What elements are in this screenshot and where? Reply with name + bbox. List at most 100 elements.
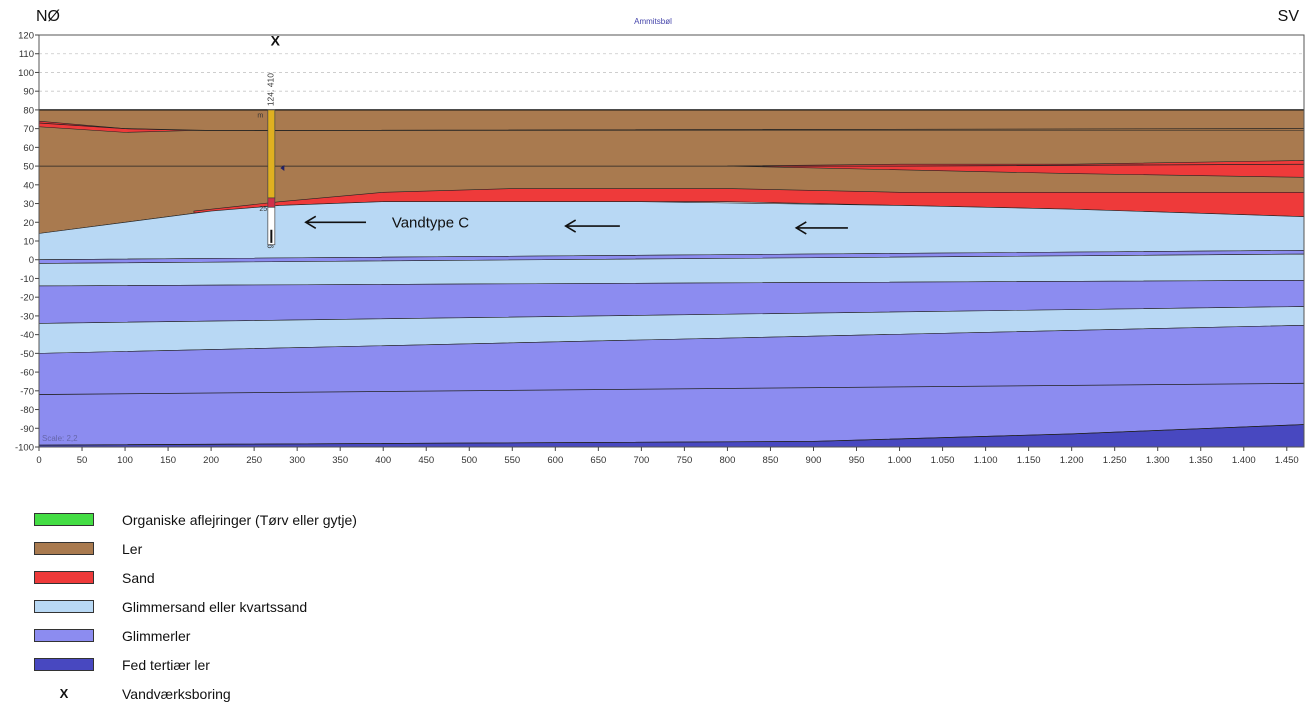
flow-arrow-icon xyxy=(564,219,620,233)
x-tick-label: 700 xyxy=(633,455,649,466)
x-tick-label: 650 xyxy=(590,455,606,466)
x-tick-label: 900 xyxy=(806,455,822,466)
flow-arrow-head xyxy=(304,215,317,229)
x-tick-label: 1.150 xyxy=(1017,455,1041,466)
legend-swatch xyxy=(34,629,94,642)
y-tick-label: 60 xyxy=(23,143,34,154)
legend-item: X Vandværksboring xyxy=(34,679,357,708)
y-tick-label: 90 xyxy=(23,87,34,98)
legend-item: Organiske aflejringer (Tørv eller gytje) xyxy=(34,505,357,534)
x-tick-label: 1.350 xyxy=(1189,455,1213,466)
x-tick-label: 1.200 xyxy=(1060,455,1084,466)
borehole-mid-label: 25 xyxy=(259,206,267,213)
section-title: Ammitsbøl xyxy=(634,17,672,26)
y-tick-label: -100 xyxy=(15,443,34,454)
x-tick-label: 500 xyxy=(461,455,477,466)
legend-item: Fed tertiær ler xyxy=(34,650,357,679)
x-tick-label: 100 xyxy=(117,455,133,466)
legend-item: Glimmerler xyxy=(34,621,357,650)
flow-arrow-head xyxy=(564,219,577,233)
y-tick-label: 100 xyxy=(18,68,34,79)
legend-swatch xyxy=(34,658,94,671)
y-tick-label: 50 xyxy=(23,162,34,173)
x-tick-label: 400 xyxy=(375,455,391,466)
water-level-triangle-icon xyxy=(280,164,285,171)
legend-label: Organiske aflejringer (Tørv eller gytje) xyxy=(122,511,357,528)
layer-contour-line xyxy=(38,382,1305,395)
legend-label: Fed tertiær ler xyxy=(122,656,210,673)
x-tick-label: 150 xyxy=(160,455,176,466)
borehole-interval xyxy=(267,109,276,199)
y-tick-label: -50 xyxy=(20,349,34,360)
x-tick-label: 1.300 xyxy=(1146,455,1170,466)
y-tick-label: 30 xyxy=(23,199,34,210)
flow-arrow-head xyxy=(794,221,807,235)
legend-swatch xyxy=(34,600,94,613)
y-tick-label: -10 xyxy=(20,274,34,285)
borehole-interval xyxy=(267,197,276,208)
layer-glimmersand-eller-kvartssand xyxy=(38,201,1305,261)
legend-label: Glimmersand eller kvartssand xyxy=(122,598,308,615)
y-tick-label: 20 xyxy=(23,218,34,229)
x-tick-label: 850 xyxy=(763,455,779,466)
water-type-annotation: Vandtype C xyxy=(392,214,469,231)
borehole-screen xyxy=(270,229,273,243)
flow-arrow-icon xyxy=(794,221,848,235)
legend-swatch xyxy=(34,571,94,584)
x-tick-label: 550 xyxy=(504,455,520,466)
legend-label: Vandværksboring xyxy=(122,685,231,702)
borehole-interval xyxy=(267,206,276,246)
x-tick-label: 1.000 xyxy=(888,455,912,466)
x-tick-label: 50 xyxy=(77,455,88,466)
flow-arrow-icon xyxy=(304,215,367,229)
borehole-marker: X xyxy=(271,33,281,49)
header-right-label: SV xyxy=(1277,8,1299,25)
y-tick-label: 0 xyxy=(29,255,34,266)
legend-item: Glimmersand eller kvartssand xyxy=(34,592,357,621)
x-tick-label: 450 xyxy=(418,455,434,466)
borehole-id-label: 124. 410 xyxy=(265,73,275,106)
y-tick-label: -70 xyxy=(20,386,34,397)
x-tick-label: 800 xyxy=(720,455,736,466)
x-tick-label: 1.250 xyxy=(1103,455,1127,466)
x-tick-label: 250 xyxy=(246,455,262,466)
y-tick-label: -60 xyxy=(20,368,34,379)
borehole-depth-label: m xyxy=(257,112,263,119)
y-tick-label: -20 xyxy=(20,293,34,304)
y-tick-label: -90 xyxy=(20,424,34,435)
legend-item: Ler xyxy=(34,534,357,563)
legend-label: Ler xyxy=(122,540,143,557)
y-tick-label: -80 xyxy=(20,405,34,416)
x-tick-label: 950 xyxy=(849,455,865,466)
legend-item: Sand xyxy=(34,563,357,592)
y-tick-label: -30 xyxy=(20,311,34,322)
y-tick-label: 40 xyxy=(23,180,34,191)
cross-section-diagram: 1201101009080706050403020100-10-20-30-40… xyxy=(15,17,1305,466)
y-tick-label: 80 xyxy=(23,105,34,116)
layer-contour-line xyxy=(38,122,1305,131)
header-left-label: NØ xyxy=(36,8,60,25)
legend-label: Glimmerler xyxy=(122,627,191,644)
y-tick-label: 70 xyxy=(23,124,34,135)
x-tick-label: 1.050 xyxy=(931,455,955,466)
y-tick-label: 110 xyxy=(19,49,34,60)
x-tick-label: 300 xyxy=(289,455,305,466)
legend: Organiske aflejringer (Tørv eller gytje)… xyxy=(34,505,357,708)
layer-contour-line xyxy=(38,424,1305,446)
x-tick-label: 200 xyxy=(203,455,219,466)
layer-contour-line xyxy=(39,163,1305,167)
scale-label: Scale: 2,2 xyxy=(42,434,78,443)
x-tick-label: 600 xyxy=(547,455,563,466)
legend-label: Sand xyxy=(122,569,155,586)
borehole-marker-icon: X xyxy=(59,686,69,701)
x-tick-label: 1.450 xyxy=(1275,455,1299,466)
x-tick-label: 0 xyxy=(36,455,41,466)
legend-swatch xyxy=(34,513,94,526)
y-tick-label: 10 xyxy=(23,237,34,248)
x-tick-label: 750 xyxy=(676,455,692,466)
y-tick-label: 120 xyxy=(18,31,34,42)
x-tick-label: 1.400 xyxy=(1232,455,1256,466)
legend-swatch xyxy=(34,542,94,555)
x-tick-label: 350 xyxy=(332,455,348,466)
borehole-bottom-label: 9 xyxy=(266,243,275,248)
